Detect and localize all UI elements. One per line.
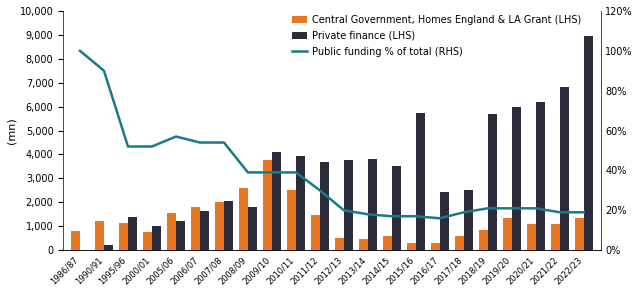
Bar	[344, 161, 353, 250]
Bar	[176, 222, 185, 250]
Bar	[560, 88, 569, 250]
Bar	[272, 152, 281, 250]
Bar	[104, 245, 113, 250]
Bar	[464, 190, 473, 250]
Bar	[407, 243, 416, 250]
Bar	[368, 159, 377, 250]
Bar	[215, 202, 224, 250]
Bar	[454, 236, 464, 250]
Bar	[359, 239, 368, 250]
Bar	[392, 166, 401, 250]
Bar	[167, 213, 176, 250]
Bar	[119, 223, 128, 250]
Bar	[152, 226, 161, 250]
Bar	[191, 207, 200, 250]
Bar	[512, 107, 521, 250]
Bar	[383, 236, 392, 250]
Y-axis label: (mn): (mn)	[7, 117, 17, 144]
Legend: Central Government, Homes England & LA Grant (LHS), Private finance (LHS), Publi: Central Government, Homes England & LA G…	[289, 11, 585, 60]
Bar	[431, 243, 440, 250]
Bar	[239, 188, 248, 250]
Bar	[296, 156, 305, 250]
Bar	[143, 232, 152, 250]
Bar	[584, 36, 593, 250]
Bar	[502, 218, 512, 250]
Bar	[311, 215, 320, 250]
Bar	[287, 190, 296, 250]
Bar	[224, 201, 233, 250]
Bar	[320, 162, 329, 250]
Bar	[440, 192, 449, 250]
Bar	[488, 114, 497, 250]
Bar	[263, 161, 272, 250]
Bar	[550, 224, 560, 250]
Bar	[479, 230, 488, 250]
Bar	[416, 113, 425, 250]
Bar	[71, 231, 80, 250]
Bar	[335, 238, 344, 250]
Bar	[536, 102, 545, 250]
Bar	[527, 224, 536, 250]
Bar	[248, 207, 257, 250]
Bar	[128, 217, 137, 250]
Bar	[95, 222, 104, 250]
Bar	[200, 211, 209, 250]
Bar	[575, 218, 584, 250]
